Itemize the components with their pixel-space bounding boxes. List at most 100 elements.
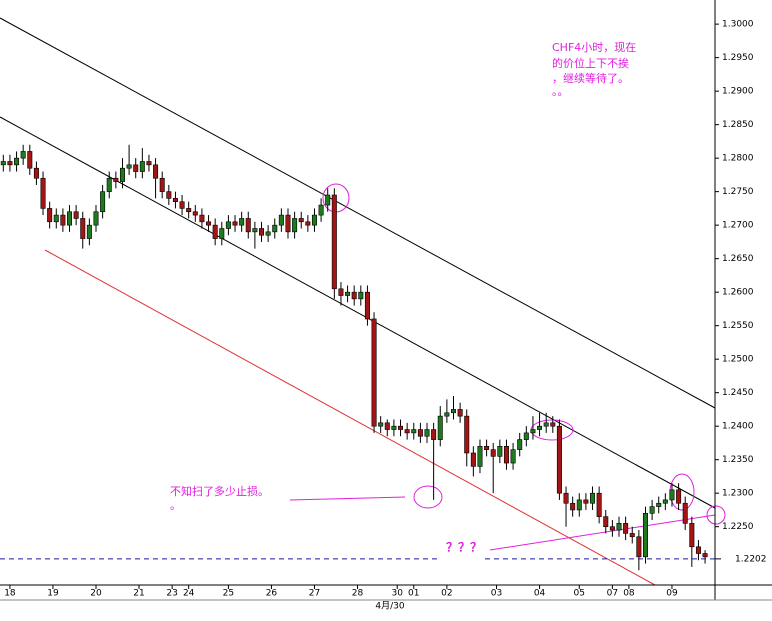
candle-body	[682, 502, 688, 524]
note-line: 的价位上下不挨	[552, 56, 629, 70]
y-tick-label: 1.2650	[722, 254, 754, 264]
candle-body	[378, 422, 384, 427]
x-tick-label: 08	[623, 589, 635, 599]
y-tick-label: 1.2400	[722, 422, 754, 432]
channel-middle	[0, 116, 716, 509]
candle-body	[417, 429, 423, 437]
candle-body	[510, 449, 516, 464]
candle-body	[411, 429, 417, 434]
candle-body	[133, 164, 139, 172]
candle-body	[470, 452, 476, 467]
candle-body	[457, 409, 463, 417]
candle-body	[259, 228, 265, 236]
candle-body	[351, 291, 357, 300]
candle-body	[398, 425, 404, 430]
x-tick-label: 01	[408, 589, 419, 599]
y-tick-label: 1.2300	[722, 489, 754, 499]
candle-body	[305, 221, 311, 226]
y-tick-label: 1.2900	[722, 87, 754, 97]
candle-body	[67, 211, 73, 226]
x-tick-label: 02	[441, 589, 452, 599]
candle-body	[629, 533, 635, 538]
candle-body	[583, 499, 589, 504]
candle-body	[503, 445, 509, 464]
candle-body	[47, 208, 53, 223]
candle-body	[166, 191, 172, 199]
candle-body	[404, 429, 410, 434]
y-tick-label: 1.2450	[722, 388, 754, 398]
candle-body	[669, 489, 675, 501]
y-tick-label: 1.2550	[722, 321, 754, 331]
channel-lower	[44, 249, 656, 586]
candle-body	[523, 432, 529, 440]
candle-body	[139, 161, 145, 172]
candle-body	[431, 429, 437, 440]
x-tick-label: 04	[534, 589, 546, 599]
candle-body	[199, 214, 205, 223]
y-tick-label: 1.2950	[722, 53, 754, 63]
candle-body	[689, 523, 695, 548]
candle-body	[702, 553, 708, 558]
candle-body	[20, 151, 26, 159]
candle-body	[464, 415, 470, 454]
y-tick-label: 1.2350	[722, 455, 754, 465]
candle-body	[596, 492, 602, 517]
candle-body	[576, 499, 582, 511]
candle-body	[695, 546, 701, 554]
candle-body	[153, 164, 159, 179]
candle-body	[543, 422, 549, 427]
candle-body	[497, 445, 503, 457]
candle-body	[391, 425, 397, 430]
x-tick-label: 26	[266, 589, 278, 599]
candle-body	[325, 194, 331, 206]
candle-body	[623, 523, 629, 534]
candle-body	[232, 221, 238, 226]
candle-body	[437, 415, 443, 440]
y-tick-label: 1.2800	[722, 154, 754, 164]
x-tick-label: 21	[133, 589, 144, 599]
x-sublabel: 4月/30	[375, 601, 404, 612]
candle-body	[616, 523, 622, 531]
candle-body	[550, 422, 556, 427]
candle-body	[298, 218, 304, 223]
y-tick-label: 1.2700	[722, 221, 754, 231]
plot-layer	[0, 144, 708, 571]
y-tick-label: 1.2250	[722, 522, 754, 532]
candle-body	[424, 429, 430, 437]
note-line: CHF4小时，现在	[552, 41, 636, 54]
x-tick-label: 19	[47, 589, 59, 599]
candle-body	[364, 291, 370, 320]
current-price-label: 1.2202	[735, 554, 767, 564]
candle-body	[252, 228, 258, 233]
x-tick-label: 20	[90, 589, 102, 599]
note-line: ，继续等待了。	[552, 71, 629, 85]
candle-body	[53, 214, 59, 223]
candle-body	[490, 449, 496, 457]
candle-body	[603, 516, 609, 528]
candle-body	[93, 211, 99, 226]
candle-body	[484, 445, 490, 450]
candle-body	[676, 489, 682, 504]
candle-body	[590, 492, 596, 504]
candle-body	[444, 412, 450, 417]
candle-body	[530, 429, 536, 434]
candle-body	[517, 439, 523, 450]
candle-body	[86, 224, 92, 239]
candle-body	[636, 536, 642, 558]
candle-body	[649, 506, 655, 514]
candle-body	[27, 151, 33, 169]
x-tick-label: 05	[574, 589, 585, 599]
candle-body	[556, 425, 562, 494]
x-tick-label: 30	[391, 589, 403, 599]
candle-body	[285, 214, 291, 233]
candle-body	[33, 167, 39, 179]
channel-upper	[0, 17, 716, 409]
highlight-circle	[413, 485, 443, 509]
x-tick-label: 23	[166, 589, 177, 599]
candle-body	[206, 221, 212, 226]
y-tick-label: 1.3000	[722, 20, 754, 30]
candle-body	[0, 161, 6, 166]
highlight-circle	[706, 505, 726, 525]
candle-body	[662, 499, 668, 504]
candle-body	[73, 211, 79, 219]
